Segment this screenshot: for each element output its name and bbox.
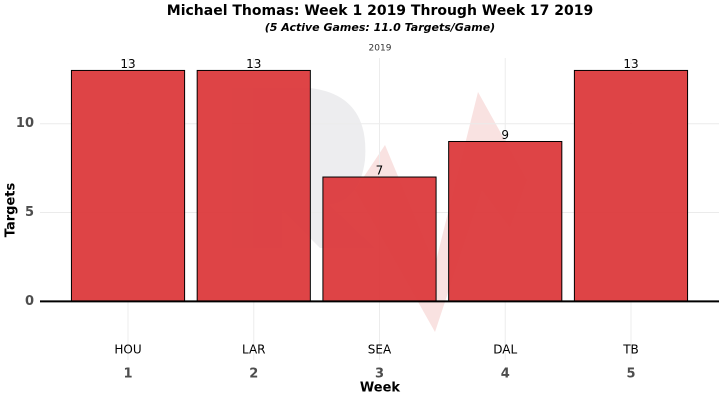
- data-label: 13: [246, 57, 261, 71]
- data-label: 7: [376, 164, 384, 178]
- x-tick-label: 4: [501, 367, 510, 382]
- team-label: HOU: [114, 343, 141, 357]
- data-label: 9: [501, 128, 509, 142]
- x-tick-label: 5: [626, 367, 635, 382]
- x-axis-label: Week: [360, 381, 401, 396]
- chart-title: Michael Thomas: Week 1 2019 Through Week…: [167, 3, 593, 19]
- y-tick-label: 0: [25, 294, 34, 309]
- bar: [573, 69, 689, 302]
- data-label: 13: [120, 57, 135, 71]
- x-tick-label: 3: [375, 367, 384, 382]
- y-tick-label: 5: [25, 205, 34, 220]
- bar: [70, 69, 186, 302]
- y-tick-label: 10: [16, 116, 34, 131]
- y-axis-label: Targets: [4, 183, 19, 238]
- bar: [448, 140, 563, 302]
- data-label: 13: [623, 57, 638, 71]
- team-label: LAR: [242, 343, 266, 357]
- facet-label: 2019: [369, 44, 392, 54]
- bar: [196, 69, 311, 302]
- team-label: DAL: [493, 343, 517, 357]
- x-tick-label: 1: [123, 367, 132, 382]
- team-label: TB: [622, 343, 639, 357]
- bar: [322, 176, 437, 302]
- chart-subtitle: (5 Active Games: 11.0 Targets/Game): [265, 21, 495, 34]
- x-tick-label: 2: [249, 367, 258, 382]
- team-label: SEA: [368, 343, 392, 357]
